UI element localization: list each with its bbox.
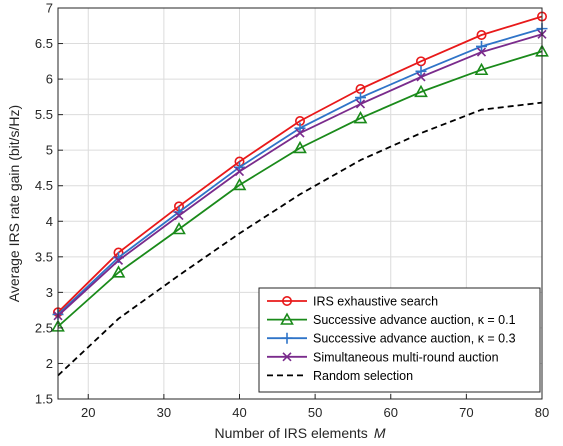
data-point	[355, 99, 366, 109]
y-axis-label: Average IRS rate gain (bit/s/Hz)	[6, 105, 22, 302]
series-0	[52, 11, 547, 318]
y-tick-label: 3	[46, 285, 53, 300]
x-tick-label: 50	[308, 405, 322, 420]
x-tick-label: 70	[459, 405, 473, 420]
x-tick-label: 40	[232, 405, 246, 420]
data-point	[113, 255, 124, 265]
data-point	[414, 84, 428, 98]
tick-labels: 20 30 40 50 60 70 80 1.5 2 2.5 3 3.5 4 4.5 5 5.5 6 6.5 7	[35, 1, 549, 421]
legend-label-kappa: κ = 0.3	[478, 332, 516, 346]
data-point	[474, 62, 489, 76]
series-3	[53, 29, 547, 321]
data-point	[476, 30, 487, 41]
data-point	[172, 221, 186, 235]
legend-item: Successive advance auction, κ = 0.3	[267, 332, 516, 346]
series-layer	[51, 11, 549, 377]
data-point	[415, 56, 426, 67]
data-point	[295, 128, 305, 138]
legend-item: Simultaneous multi-round auction	[267, 350, 499, 364]
legend-label: Random selection	[313, 369, 413, 383]
x-tick-label: 30	[157, 405, 171, 420]
data-point	[111, 265, 126, 278]
legend-item: Random selection	[267, 369, 413, 383]
legend-marker	[282, 352, 292, 362]
legend-label: Simultaneous multi-round auction	[313, 350, 499, 364]
data-point	[416, 72, 426, 82]
legend-label-kappa: κ = 0.1	[478, 313, 516, 327]
data-point	[476, 40, 487, 52]
legend-item: Successive advance auction, κ = 0.1	[267, 312, 516, 327]
x-axis-label-variable: M	[374, 425, 386, 441]
data-point	[232, 177, 247, 191]
series-line	[57, 101, 543, 377]
legend-marker	[281, 295, 292, 306]
legend-label-text: Simultaneous multi-round auction	[313, 350, 499, 364]
x-tick-label: 80	[535, 405, 549, 420]
legend-label-text: IRS exhaustive search	[313, 295, 438, 309]
data-point	[174, 211, 184, 221]
data-point	[476, 47, 487, 57]
legend-label: Successive advance auction, κ = 0.1	[313, 313, 516, 327]
x-axis-label: Number of IRS elements M	[215, 425, 386, 441]
y-tick-label: 2	[46, 356, 53, 371]
y-tick-label: 2.5	[35, 320, 53, 335]
data-point	[415, 65, 427, 77]
x-tick-label: 20	[81, 405, 95, 420]
series-4	[57, 101, 543, 377]
legend-box	[258, 287, 541, 393]
x-axis-label-text: Number of IRS elements	[215, 425, 368, 441]
data-point	[353, 111, 368, 124]
legend-label: Successive advance auction, κ = 0.3	[313, 332, 516, 346]
y-tick-label: 5.5	[35, 107, 53, 122]
data-point	[294, 122, 306, 134]
y-tick-label: 5	[46, 143, 53, 158]
y-tick-label: 1.5	[35, 392, 53, 407]
y-tick-label: 4.5	[35, 178, 53, 193]
series-line	[57, 15, 543, 313]
y-tick-label: 4	[46, 214, 53, 229]
legend-marker	[281, 332, 293, 344]
legend-marker	[280, 312, 294, 325]
legend-label: IRS exhaustive search	[313, 295, 438, 309]
legend: IRS exhaustive search Successive advance …	[258, 287, 541, 393]
y-tick-label: 3.5	[35, 249, 53, 264]
plot-frame	[57, 7, 543, 400]
y-tick-label: 6.5	[35, 36, 53, 51]
legend-label-text: Successive advance auction,	[313, 332, 478, 346]
series-2	[52, 23, 548, 320]
y-tick-label: 7	[46, 1, 53, 16]
legend-label-text: Random selection	[313, 369, 413, 383]
data-point	[293, 140, 307, 154]
legend-item: IRS exhaustive search	[267, 295, 438, 309]
legend-label-text: Successive advance auction,	[313, 313, 478, 327]
y-tick-label: 6	[46, 72, 53, 87]
x-tick-label: 60	[384, 405, 398, 420]
data-point	[234, 166, 245, 177]
series-line	[57, 50, 543, 328]
data-point	[355, 92, 366, 104]
